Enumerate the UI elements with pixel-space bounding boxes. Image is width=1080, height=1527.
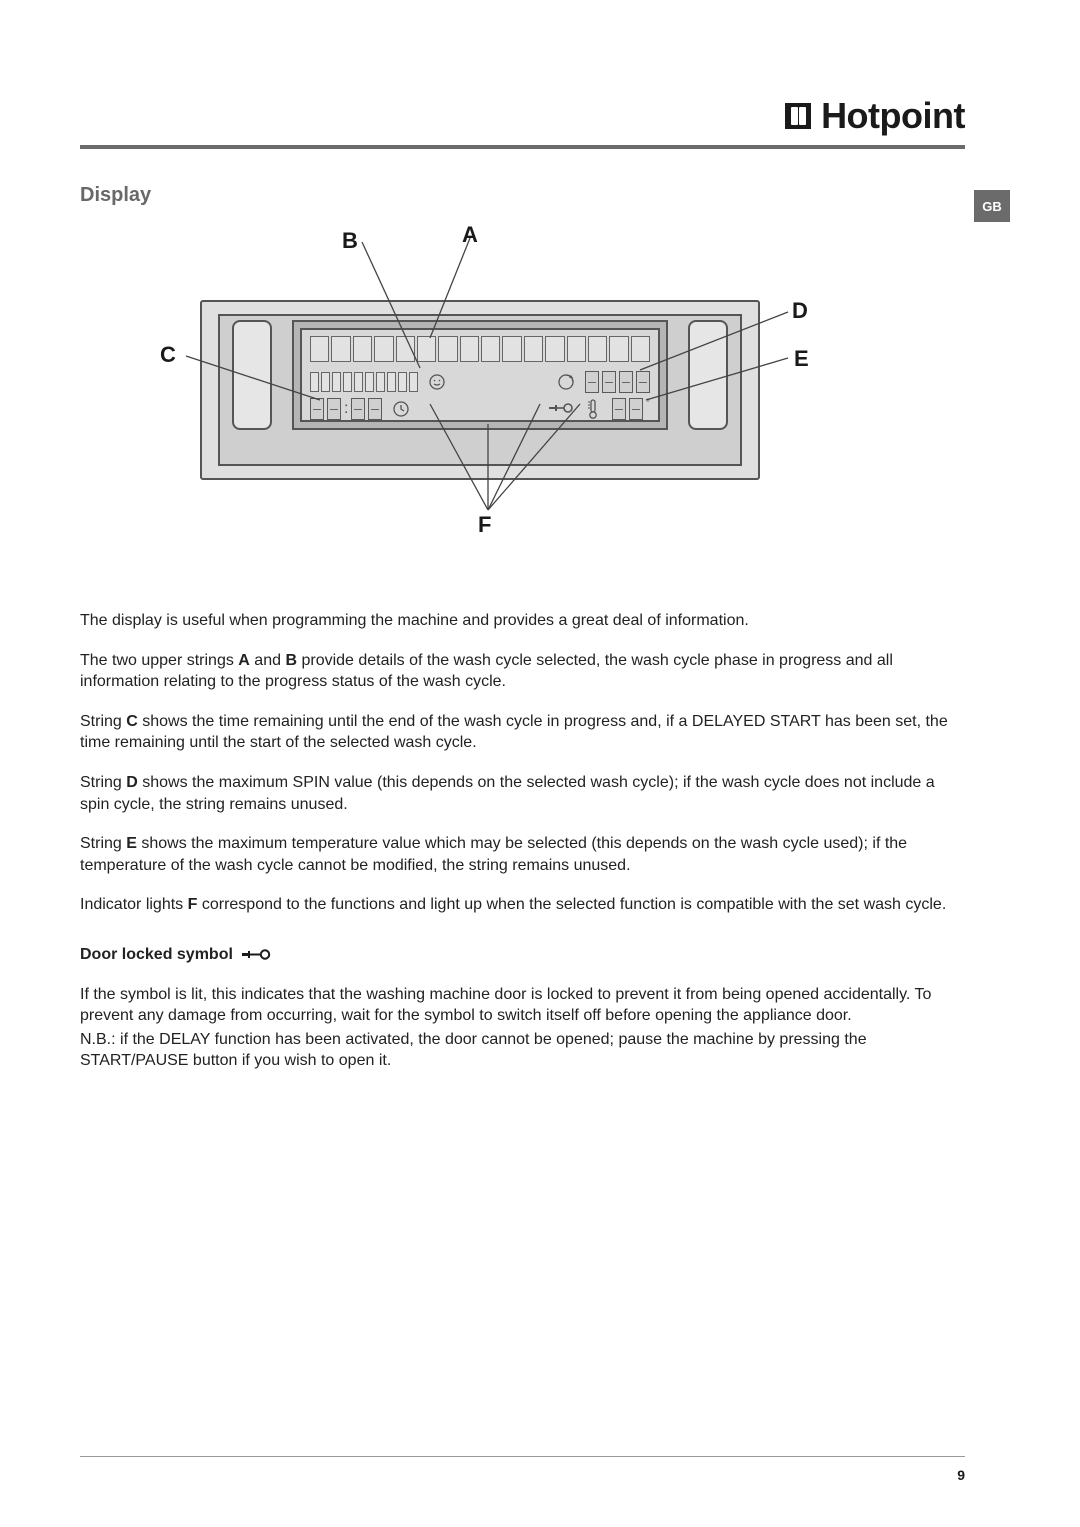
temperature-icon: [580, 398, 606, 420]
label-c: C: [160, 342, 176, 368]
lcd-frame: : °: [292, 320, 668, 430]
door-lock-icon: [548, 398, 574, 420]
label-a: A: [462, 222, 478, 248]
lcd-row-2: [310, 370, 650, 394]
door-body-2: N.B.: if the DELAY function has been act…: [80, 1029, 965, 1072]
spin-icon: [553, 371, 579, 393]
temp-value: °: [612, 398, 650, 420]
p6: Indicator lights F correspond to the fun…: [80, 894, 965, 916]
label-b: B: [342, 228, 358, 254]
footer-rule: [80, 1456, 965, 1457]
delay-icon: [388, 398, 414, 420]
brand-wordmark: Hotpoint: [821, 95, 965, 137]
p4: String D shows the maximum SPIN value (t…: [80, 772, 965, 815]
display-diagram: : °: [200, 300, 760, 480]
manual-page: Hotpoint GB Display: [0, 0, 1080, 1527]
door-lock-symbol-icon: [241, 944, 271, 966]
top-rule: [80, 145, 965, 149]
p1: The display is useful when programming t…: [80, 610, 965, 632]
progress-segments: [310, 372, 418, 392]
child-lock-icon: [424, 371, 450, 393]
spin-value: [585, 371, 650, 393]
left-side-button: [232, 320, 272, 430]
p2: The two upper strings A and B provide de…: [80, 650, 965, 693]
right-side-button: [688, 320, 728, 430]
brand-logo-icon: [785, 103, 811, 129]
section-heading: Display: [80, 184, 151, 207]
country-badge: GB: [974, 190, 1010, 222]
label-f: F: [478, 512, 491, 538]
p5: String E shows the maximum temperature v…: [80, 833, 965, 876]
lcd-row-3: : °: [310, 398, 650, 420]
lcd-row-1: [310, 336, 650, 362]
door-lock-heading: Door locked symbol: [80, 944, 965, 966]
time-value: :: [310, 398, 382, 420]
label-d: D: [792, 298, 808, 324]
brand: Hotpoint: [785, 95, 965, 137]
door-body-1: If the symbol is lit, this indicates tha…: [80, 984, 965, 1027]
page-number: 9: [957, 1467, 965, 1483]
body-copy: The display is useful when programming t…: [80, 610, 965, 1090]
label-e: E: [794, 346, 809, 372]
lcd-screen: : °: [300, 328, 660, 422]
p3: String C shows the time remaining until …: [80, 711, 965, 754]
